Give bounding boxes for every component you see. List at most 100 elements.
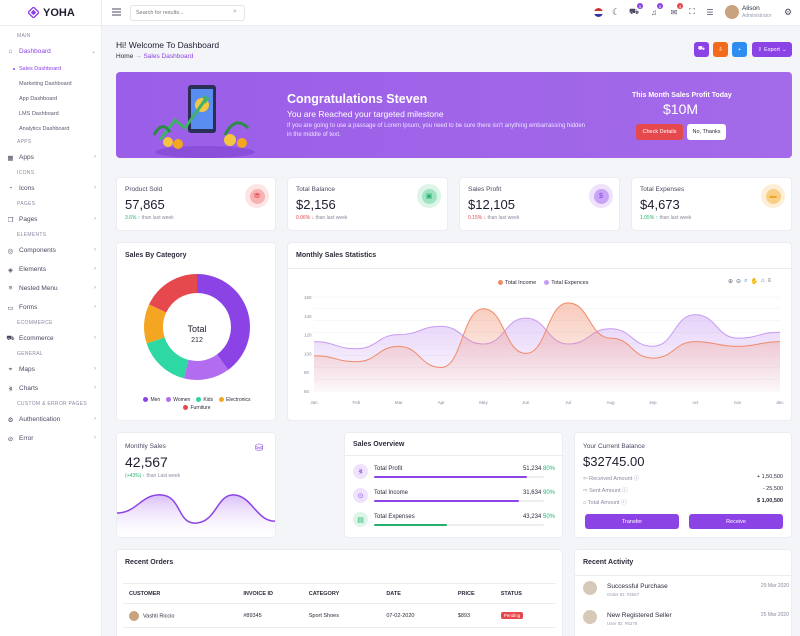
cart-icon: ⛟ xyxy=(6,335,15,342)
x-tick-label: Jun xyxy=(522,400,530,405)
download-button[interactable]: ⇩ xyxy=(713,42,728,57)
legend-item[interactable]: Furniture xyxy=(183,405,211,411)
section-general: GENERAL xyxy=(17,351,43,357)
stat-card-product-sold: Product Sold 57,865 3.6% ↑ than last wee… xyxy=(116,177,276,231)
legend-item[interactable]: Men xyxy=(143,397,160,403)
search-input[interactable] xyxy=(130,5,245,21)
transfer-button[interactable]: Transfer xyxy=(585,514,679,529)
nav-components[interactable]: ◎ Components › xyxy=(7,247,96,255)
message-icon[interactable]: ✉ 4 xyxy=(670,3,683,17)
nav-authentication[interactable]: ⚙ Authentication › xyxy=(7,416,96,424)
chart-icon: ⦖ xyxy=(8,384,13,392)
avatar[interactable] xyxy=(725,5,739,19)
page-title: Hi! Welcome To Dashboard xyxy=(116,40,220,50)
legend-item[interactable]: Kids xyxy=(196,397,213,403)
card-icon: ▬ xyxy=(761,184,785,208)
x-tick-label: May xyxy=(479,400,488,405)
x-tick-label: Aug xyxy=(607,400,616,405)
legend-item[interactable]: Total Income xyxy=(498,280,536,286)
pie-slice-furniture[interactable] xyxy=(149,274,197,313)
sent-amount-row: ⇨ Sent Amount ⓘ - 25,500 xyxy=(583,486,783,494)
zoom-in-icon[interactable]: ⊕ xyxy=(728,279,734,285)
logo-icon xyxy=(28,7,39,18)
receive-button[interactable]: Receive xyxy=(689,514,783,529)
nav-dashboard[interactable]: ⌂ Dashboard ⌄ xyxy=(0,42,101,61)
donut-center-label: Total xyxy=(187,324,207,334)
activity-item[interactable]: Successful Purchase Order ID: #4567 29 Ma… xyxy=(583,581,789,609)
nav-maps[interactable]: ⌖ Maps › xyxy=(0,360,101,379)
fullscreen-icon[interactable]: ⛶ xyxy=(689,7,695,16)
nav-charts[interactable]: ⦖ Charts › xyxy=(0,379,101,398)
export-button[interactable]: ⇪ Export ⌄ xyxy=(752,42,792,57)
no-thanks-button[interactable]: No, Thanks xyxy=(687,124,726,140)
legend-item[interactable]: Women xyxy=(166,397,190,403)
logo[interactable]: YOHA xyxy=(0,0,101,26)
sidebar: YOHA MAIN ⌂ Dashboard ⌄ Sales Dashboard Ma… xyxy=(0,0,102,636)
menu-toggle-icon[interactable] xyxy=(110,6,122,18)
nav-icons[interactable]: ◔ Icons › xyxy=(0,179,101,198)
card-title: Recent Activity xyxy=(583,559,634,566)
card-title: Your Current Balance xyxy=(583,443,645,450)
nav-marketing-dashboard[interactable]: Marketing Dashboard xyxy=(19,80,72,87)
pie-slice-women[interactable] xyxy=(183,354,229,380)
pan-icon[interactable]: ✋ xyxy=(750,279,758,285)
table-row[interactable]: Vashti Riccio #89345 Sport Shoes 07-02-20… xyxy=(123,603,556,628)
stat-card-total-expenses: Total Expenses $4,673 1.05% ↑ than last … xyxy=(631,177,792,231)
pie-slice-kids[interactable] xyxy=(146,337,189,379)
x-tick-label: Jan xyxy=(310,400,318,405)
lock-icon: ⚙ xyxy=(7,416,14,424)
milestone-illustration xyxy=(152,85,255,158)
legend-item[interactable]: Total Expences xyxy=(544,280,589,286)
pie-slice-electronics[interactable] xyxy=(144,304,167,344)
nav-analytics-dashboard[interactable]: Analytics Dashboard xyxy=(19,125,70,132)
home-icon[interactable]: ⌂ xyxy=(760,278,765,284)
overview-icon: ⦖ xyxy=(353,464,368,479)
cart-icon: ⛟ xyxy=(698,46,705,52)
nav-forms[interactable]: ▭ Forms › xyxy=(7,304,96,312)
nav-nested-menu[interactable]: ≡ Nested Menu › xyxy=(0,279,101,298)
add-button[interactable]: + xyxy=(732,42,747,57)
chevron-down-icon: ⌄ xyxy=(781,46,787,53)
x-tick-label: Feb xyxy=(352,400,360,405)
nav-app-dashboard[interactable]: App Dashboard xyxy=(19,95,58,102)
breadcrumb-home[interactable]: Home xyxy=(116,53,134,60)
check-details-button[interactable]: Check Details xyxy=(636,124,683,140)
bank-icon: ⌂ xyxy=(583,500,587,506)
y-tick-label: 100 xyxy=(304,351,312,356)
sales-overview-card: Sales Overview ⦖ Total Profit 51,234 80%… xyxy=(344,432,564,538)
column-header: PRICE xyxy=(451,583,495,604)
card-title: Recent Orders xyxy=(125,559,174,566)
menu-icon[interactable]: ≡ xyxy=(767,278,772,284)
palette-icon: ◔ xyxy=(8,185,13,192)
section-custom: CUSTOM & ERROR PAGES xyxy=(17,401,87,407)
search-icon[interactable]: ⌕ xyxy=(233,8,237,15)
congrats-banner: Congratulations Steven You are Reached y… xyxy=(116,72,792,158)
legend-item[interactable]: Electronics xyxy=(219,397,251,403)
nav-error[interactable]: ⊘ Error › xyxy=(7,435,96,443)
nav-sales-dashboard[interactable]: Sales Dashboard xyxy=(0,61,101,76)
zoom-out-icon[interactable]: ⊖ xyxy=(736,279,742,285)
progress-bar xyxy=(374,476,544,478)
settings-icon[interactable]: ⚙ xyxy=(783,6,793,17)
moon-icon[interactable]: ☾ xyxy=(611,6,621,17)
nav-lms-dashboard[interactable]: LMS Dashboard xyxy=(19,110,59,117)
activity-item[interactable]: New Registered Seller User ID: #8279 25 M… xyxy=(583,610,789,636)
monthly-sales-statistics-card: Monthly Sales Statistics Total Income Tot… xyxy=(287,242,793,421)
nav-pages[interactable]: ❐ Pages › xyxy=(7,216,96,224)
bell-icon[interactable]: ♫ 5 xyxy=(651,3,663,17)
monthly-sales-wave xyxy=(117,494,275,537)
logo-text: YOHA xyxy=(43,6,75,19)
chevron-right-icon: › xyxy=(94,285,96,291)
flag-icon[interactable] xyxy=(592,6,604,18)
apps-icon[interactable]: ☰ xyxy=(706,7,714,17)
nav-elements[interactable]: ◈ Elements › xyxy=(8,266,96,274)
nav-apps[interactable]: ▦ Apps › xyxy=(7,154,96,162)
cart-button[interactable]: ⛟ xyxy=(694,42,709,57)
pie-slice-men[interactable] xyxy=(197,274,250,370)
y-tick-label: 160 xyxy=(304,295,312,300)
sent-icon: ⇨ xyxy=(583,488,588,494)
cart-icon[interactable]: ⛟ 5 xyxy=(628,3,643,16)
nav-ecommerce[interactable]: ⛟ Ecommerce › xyxy=(6,335,96,342)
column-header: CATEGORY xyxy=(302,583,381,604)
search-zoom-icon[interactable]: ⌕ xyxy=(744,278,748,284)
